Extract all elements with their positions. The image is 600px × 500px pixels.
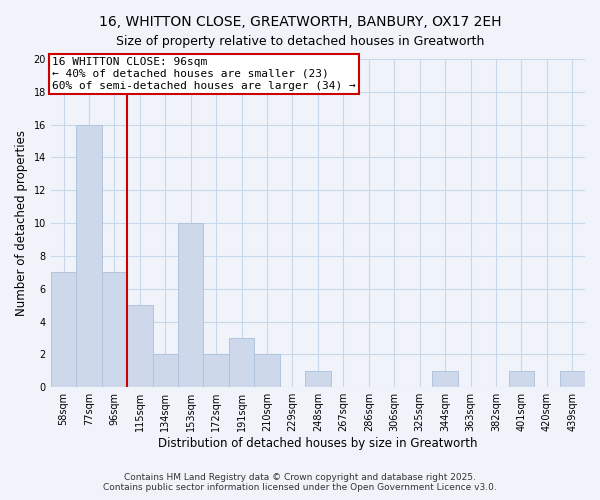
Y-axis label: Number of detached properties: Number of detached properties <box>15 130 28 316</box>
Bar <box>101 272 127 387</box>
Bar <box>76 124 101 387</box>
Bar <box>433 371 458 387</box>
X-axis label: Distribution of detached houses by size in Greatworth: Distribution of detached houses by size … <box>158 437 478 450</box>
Bar <box>254 354 280 387</box>
Bar <box>509 371 534 387</box>
Bar <box>152 354 178 387</box>
Bar <box>305 371 331 387</box>
Bar <box>203 354 229 387</box>
Text: Size of property relative to detached houses in Greatworth: Size of property relative to detached ho… <box>116 35 484 48</box>
Bar <box>178 223 203 387</box>
Text: 16 WHITTON CLOSE: 96sqm
← 40% of detached houses are smaller (23)
60% of semi-de: 16 WHITTON CLOSE: 96sqm ← 40% of detache… <box>52 58 356 90</box>
Bar <box>560 371 585 387</box>
Text: 16, WHITTON CLOSE, GREATWORTH, BANBURY, OX17 2EH: 16, WHITTON CLOSE, GREATWORTH, BANBURY, … <box>99 15 501 29</box>
Bar <box>229 338 254 387</box>
Bar <box>127 305 152 387</box>
Bar <box>51 272 76 387</box>
Text: Contains HM Land Registry data © Crown copyright and database right 2025.
Contai: Contains HM Land Registry data © Crown c… <box>103 473 497 492</box>
